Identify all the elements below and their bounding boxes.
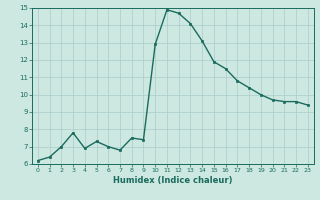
X-axis label: Humidex (Indice chaleur): Humidex (Indice chaleur) bbox=[113, 176, 233, 185]
